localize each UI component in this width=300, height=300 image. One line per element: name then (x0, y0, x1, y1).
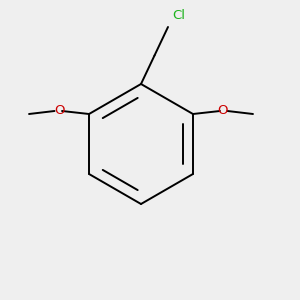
Text: O: O (54, 104, 64, 118)
Text: Cl: Cl (172, 9, 185, 22)
Text: O: O (218, 104, 228, 118)
